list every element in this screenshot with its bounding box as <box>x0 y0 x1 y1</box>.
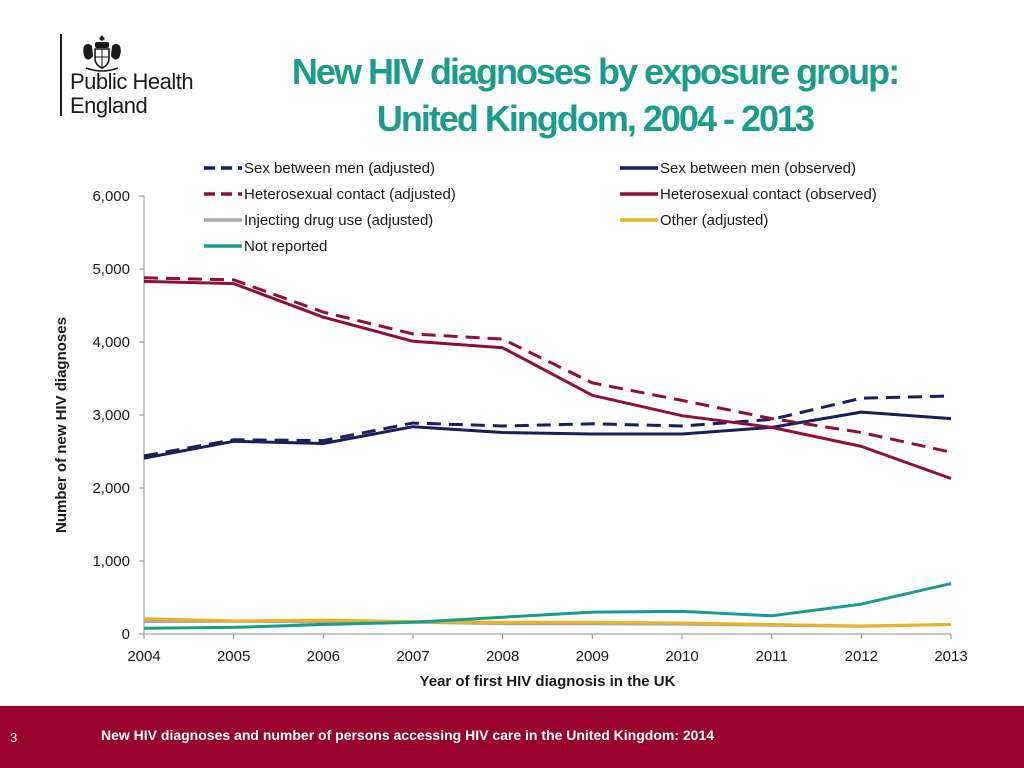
y-tick-label: 4,000 <box>92 334 130 351</box>
x-tick-label: 2009 <box>576 648 609 665</box>
legend-label: Heterosexual contact (adjusted) <box>244 186 456 203</box>
x-tick-label: 2013 <box>934 648 967 665</box>
logo-line-1: Public Health <box>70 69 194 94</box>
x-tick-label: 2007 <box>396 648 429 665</box>
slide-title-line-2: United Kingdom, 2004 - 2013 <box>376 98 815 139</box>
legend-label: Other (adjusted) <box>660 212 768 229</box>
hiv-diagnoses-line-chart: 0 1,000 2,000 3,000 4,000 5,000 6,000 2004 2005 2… <box>53 160 968 690</box>
series-line-heterosexual-contact-observed <box>143 279 952 480</box>
logo-text: Public Health England <box>70 69 194 118</box>
y-tick-label: 1,000 <box>92 553 130 570</box>
series-line-sex-between-men-adjusted <box>143 394 952 458</box>
logo-line-2: England <box>70 93 148 118</box>
y-tick-label: 2,000 <box>92 480 130 497</box>
slide-title-line-1: New HIV diagnoses by exposure group: <box>291 51 900 92</box>
x-tick-label: 2005 <box>217 648 250 665</box>
legend-label: Heterosexual contact (observed) <box>660 186 877 203</box>
y-tick-label: 0 <box>122 626 130 643</box>
y-tick-label: 3,000 <box>92 407 130 424</box>
x-tick-label: 2006 <box>307 648 340 665</box>
legend-label: Not reported <box>244 238 327 255</box>
series-line-not-reported <box>143 582 952 630</box>
royal-coat-of-arms-icon <box>83 35 121 72</box>
legend-label: Injecting drug use (adjusted) <box>244 212 433 229</box>
footer-caption: New HIV diagnoses and number of persons … <box>101 727 715 743</box>
logo-divider <box>60 34 62 116</box>
x-tick-label: 2012 <box>845 648 878 665</box>
footer-bar: 3 New HIV diagnoses and number of person… <box>0 706 1024 768</box>
x-tick-label: 2011 <box>756 648 788 665</box>
series-line-other-adjusted <box>143 617 952 628</box>
y-tick-label: 5,000 <box>92 261 130 278</box>
series-line-heterosexual-contact-adjusted <box>143 276 952 454</box>
x-tick-label: 2010 <box>665 648 698 665</box>
x-tick-label: 2004 <box>127 648 160 665</box>
legend-label: Sex between men (observed) <box>660 160 856 177</box>
y-axis-label: Number of new HIV diagnoses <box>53 317 70 533</box>
x-axis-label: Year of first HIV diagnosis in the UK <box>420 673 676 690</box>
series-line-sex-between-men-observed <box>143 410 952 460</box>
slide-title: New HIV diagnoses by exposure group: Uni… <box>230 48 960 142</box>
legend-label: Sex between men (adjusted) <box>244 160 435 177</box>
y-tick-label: 6,000 <box>92 188 130 205</box>
page-number: 3 <box>10 730 18 745</box>
phe-logo: Public Health England <box>60 30 220 120</box>
x-tick-label: 2008 <box>486 648 519 665</box>
